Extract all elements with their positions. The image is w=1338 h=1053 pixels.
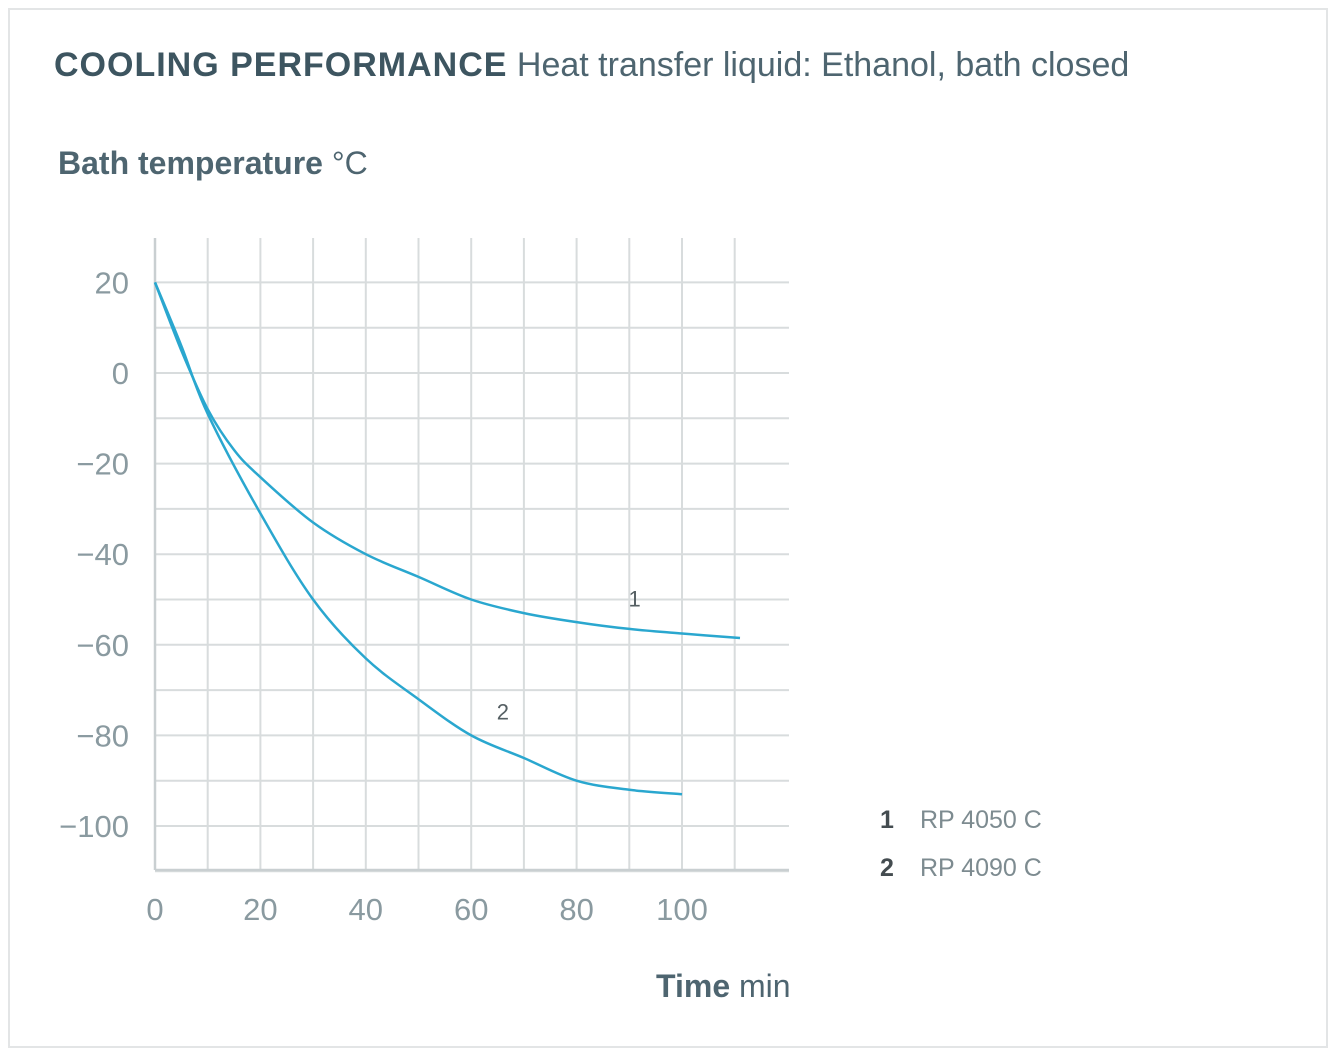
- legend-number: 1: [880, 805, 894, 834]
- y-tick-label: −80: [76, 718, 129, 753]
- y-tick-label: 0: [112, 356, 129, 391]
- legend: 1 RP 4050 C 2 RP 4090 C: [880, 796, 1042, 892]
- y-axis-label-text: Bath temperature: [58, 145, 323, 181]
- chart-frame: [8, 8, 1328, 1048]
- y-axis-unit: °C: [331, 145, 368, 181]
- y-tick-label: −40: [76, 537, 129, 572]
- x-tick-label: 80: [559, 892, 593, 927]
- x-tick-label: 100: [656, 892, 708, 927]
- y-tick-label: 20: [95, 265, 129, 300]
- y-tick-label: −100: [59, 809, 129, 844]
- chart-title-bold: COOLING PERFORMANCE: [54, 46, 508, 84]
- legend-number: 2: [880, 853, 894, 882]
- chart-title: COOLING PERFORMANCE Heat transfer liquid…: [54, 46, 1129, 85]
- y-tick-label: −20: [76, 447, 129, 482]
- legend-item-1: 1 RP 4050 C: [880, 796, 1042, 844]
- series-label-1: 1: [628, 586, 640, 611]
- y-tick-label: −60: [76, 628, 129, 663]
- x-tick-label: 40: [349, 892, 383, 927]
- legend-item-2: 2 RP 4090 C: [880, 844, 1042, 892]
- x-axis-label-text: Time: [656, 968, 731, 1004]
- chart-title-rest: Heat transfer liquid: Ethanol, bath clos…: [516, 46, 1130, 84]
- x-axis-label: Time min: [656, 968, 791, 1005]
- legend-label: RP 4090 C: [920, 853, 1042, 882]
- x-tick-label: 60: [454, 892, 488, 927]
- x-axis-unit: min: [739, 968, 791, 1004]
- x-tick-label: 20: [243, 892, 277, 927]
- x-tick-label: 0: [146, 892, 163, 927]
- series-line-2: [153, 281, 683, 796]
- legend-label: RP 4050 C: [920, 805, 1042, 834]
- series-label-2: 2: [497, 700, 509, 725]
- y-axis-label: Bath temperature °C: [58, 145, 368, 182]
- series-line-1: [153, 281, 741, 640]
